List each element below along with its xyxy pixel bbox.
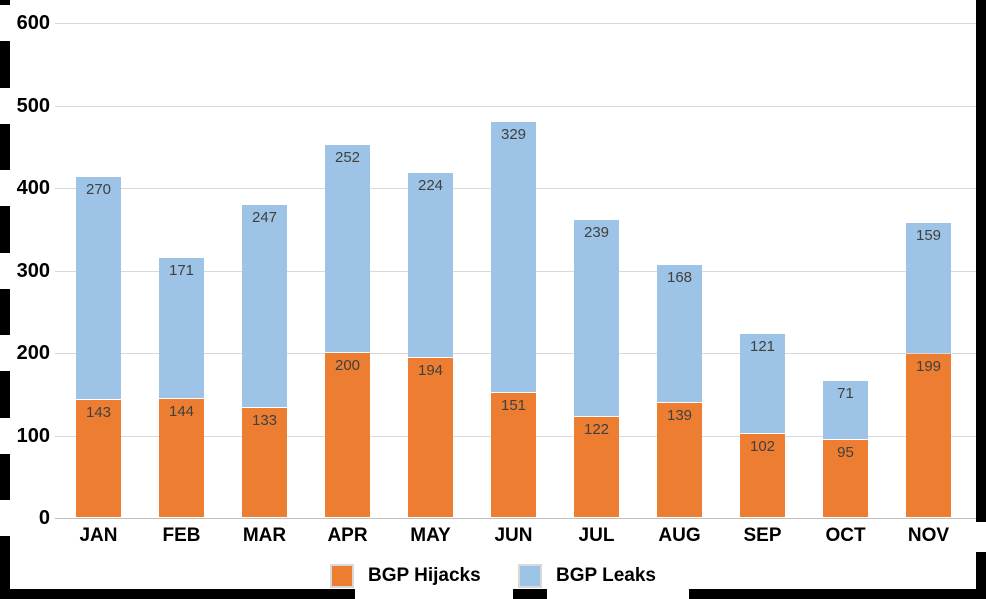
- frame-left-dash-6: [0, 453, 10, 500]
- bar-label-mar-133: 133: [251, 412, 278, 430]
- bar-label-sep-102: 102: [749, 437, 776, 455]
- frame-left-dash-0: [0, 0, 10, 5]
- frame-bottom-left: [0, 589, 355, 599]
- frame-left-dash-1: [0, 41, 10, 88]
- y-tick-label-0: 0: [38, 507, 50, 529]
- bar-bgp-leaks-aug: [657, 264, 702, 403]
- bar-bgp-leaks-apr: [325, 145, 370, 352]
- x-tick-label-sep: SEP: [743, 525, 782, 546]
- bar-label-feb-144: 144: [168, 403, 195, 421]
- x-tick-label-nov: NOV: [907, 525, 950, 546]
- y-tick-label-200: 200: [16, 342, 50, 364]
- x-tick-label-mar: MAR: [242, 525, 287, 546]
- bar-label-may-194: 194: [417, 361, 444, 379]
- bar-bgp-leaks-jan: [76, 177, 121, 400]
- bar-label-mar-247: 247: [251, 208, 278, 226]
- bar-label-jun-329: 329: [500, 126, 527, 143]
- frame-right-bottom: [976, 552, 986, 599]
- gridline-500: [55, 105, 976, 107]
- bar-bgp-hijacks-jul: [574, 417, 619, 517]
- x-tick-label-jun: JUN: [494, 525, 533, 546]
- bar-label-oct-95: 95: [837, 443, 854, 461]
- bar-bgp-hijacks-mar: [242, 408, 287, 517]
- bar-label-aug-139: 139: [666, 407, 693, 425]
- x-tick-label-oct: OCT: [825, 525, 866, 546]
- frame-right-top: [976, 0, 986, 522]
- bar-bgp-leaks-jun: [491, 122, 536, 393]
- bar-label-jun-151: 151: [500, 397, 527, 415]
- bar-label-jan-143: 143: [85, 404, 112, 422]
- legend-label-bgp-hijacks: BGP Hijacks: [368, 565, 481, 586]
- bar-bgp-leaks-may: [408, 173, 453, 357]
- bar-label-jan-270: 270: [85, 181, 112, 199]
- bar-label-jul-122: 122: [583, 421, 610, 439]
- gridline-0: [55, 518, 976, 519]
- bar-label-sep-121: 121: [749, 338, 776, 356]
- x-tick-label-feb: FEB: [162, 525, 201, 546]
- x-tick-label-may: MAY: [410, 525, 451, 546]
- x-tick-label-apr: APR: [327, 525, 368, 546]
- y-tick-label-300: 300: [16, 259, 50, 282]
- y-tick-label-600: 600: [16, 12, 50, 34]
- bar-label-oct-71: 71: [837, 385, 854, 403]
- bar-bgp-leaks-jul: [574, 220, 619, 417]
- bar-label-nov-159: 159: [915, 226, 942, 244]
- bar-bgp-hijacks-nov: [906, 353, 951, 517]
- y-tick-label-400: 400: [16, 177, 50, 199]
- frame-left-dash-3: [0, 206, 10, 253]
- bar-label-apr-200: 200: [334, 357, 361, 374]
- bar-label-aug-168: 168: [666, 268, 693, 286]
- bar-bgp-hijacks-may: [408, 357, 453, 517]
- frame-left-dash-4: [0, 288, 10, 335]
- bar-bgp-leaks-oct: [823, 381, 868, 439]
- bar-label-apr-252: 252: [334, 149, 361, 167]
- bar-label-nov-199: 199: [915, 357, 942, 375]
- bar-bgp-leaks-sep: [740, 334, 785, 433]
- bar-label-may-224: 224: [417, 177, 444, 195]
- bar-bgp-hijacks-oct: [823, 439, 868, 517]
- bar-bgp-hijacks-jan: [76, 400, 121, 517]
- bar-bgp-hijacks-aug: [657, 403, 702, 517]
- y-tick-label-500: 500: [16, 94, 50, 117]
- bar-label-feb-171: 171: [168, 262, 195, 280]
- legend-swatch-bgp-hijacks: [330, 564, 354, 588]
- x-tick-label-jul: JUL: [578, 525, 615, 546]
- frame-left-dash-2: [0, 123, 10, 170]
- frame-bottom-middle: [513, 589, 547, 599]
- bar-bgp-hijacks-jun: [491, 393, 536, 517]
- bar-bgp-leaks-mar: [242, 204, 287, 408]
- x-tick-label-aug: AUG: [658, 525, 701, 546]
- legend-swatch-bgp-leaks: [518, 564, 542, 588]
- legend-label-bgp-leaks: BGP Leaks: [556, 565, 656, 586]
- y-tick-label-100: 100: [16, 424, 50, 447]
- bar-bgp-hijacks-apr: [325, 353, 370, 517]
- bar-bgp-leaks-nov: [906, 222, 951, 353]
- frame-bottom-right: [689, 589, 986, 599]
- bar-bgp-hijacks-sep: [740, 433, 785, 517]
- frame-left-dash-5: [0, 371, 10, 418]
- bar-bgp-leaks-feb: [159, 258, 204, 399]
- bar-label-jul-239: 239: [583, 224, 610, 242]
- bar-bgp-hijacks-feb: [159, 399, 204, 517]
- x-tick-label-jan: JAN: [79, 525, 118, 546]
- gridline-600: [55, 23, 976, 24]
- frame-left-dash-7: [0, 536, 10, 599]
